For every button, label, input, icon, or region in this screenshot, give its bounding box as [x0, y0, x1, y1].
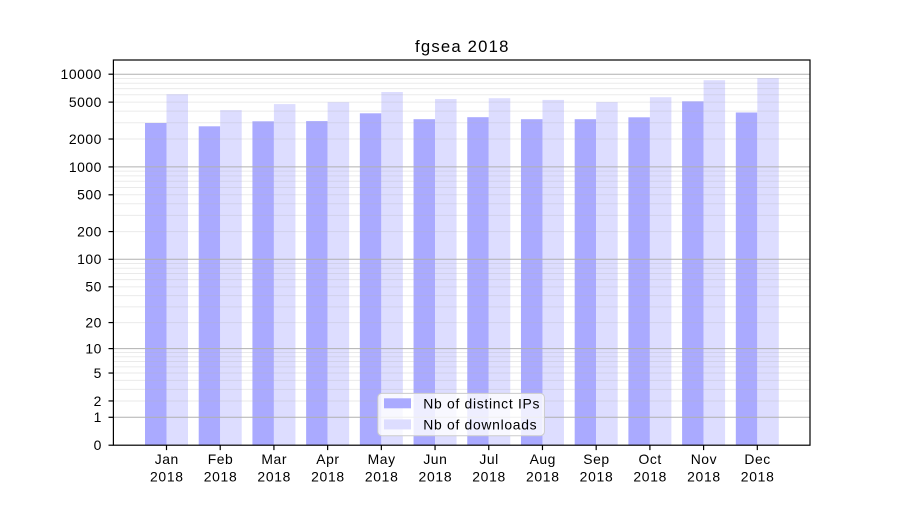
- svg-text:50: 50: [85, 279, 102, 295]
- svg-text:Jul: Jul: [479, 451, 498, 467]
- svg-text:1: 1: [94, 409, 102, 425]
- svg-text:10000: 10000: [61, 66, 102, 82]
- svg-text:fgsea 2018: fgsea 2018: [415, 37, 510, 56]
- svg-text:2018: 2018: [687, 469, 721, 485]
- svg-text:Nb of downloads: Nb of downloads: [423, 416, 537, 432]
- svg-text:2018: 2018: [633, 469, 667, 485]
- svg-text:5000: 5000: [69, 94, 102, 110]
- svg-text:500: 500: [77, 187, 102, 203]
- svg-text:Aug: Aug: [530, 451, 556, 467]
- svg-text:2018: 2018: [150, 469, 184, 485]
- svg-text:Feb: Feb: [208, 451, 234, 467]
- svg-text:Sep: Sep: [583, 451, 609, 467]
- svg-text:2018: 2018: [472, 469, 506, 485]
- svg-text:Jan: Jan: [155, 451, 179, 467]
- svg-text:200: 200: [77, 223, 102, 239]
- svg-text:2000: 2000: [69, 131, 102, 147]
- svg-text:Dec: Dec: [744, 451, 770, 467]
- svg-text:2018: 2018: [365, 469, 399, 485]
- svg-text:2018: 2018: [419, 469, 453, 485]
- svg-text:0: 0: [94, 437, 102, 453]
- svg-text:5: 5: [94, 365, 102, 381]
- svg-text:Apr: Apr: [316, 451, 339, 467]
- svg-text:2018: 2018: [204, 469, 238, 485]
- svg-text:2018: 2018: [257, 469, 291, 485]
- svg-text:Nov: Nov: [691, 451, 717, 467]
- svg-text:Jun: Jun: [423, 451, 447, 467]
- svg-text:1000: 1000: [69, 159, 102, 175]
- svg-text:May: May: [368, 451, 396, 467]
- svg-text:Mar: Mar: [261, 451, 287, 467]
- svg-text:20: 20: [85, 314, 102, 330]
- svg-text:2018: 2018: [741, 469, 775, 485]
- svg-text:2018: 2018: [311, 469, 345, 485]
- svg-text:Oct: Oct: [639, 451, 662, 467]
- svg-text:Nb of distinct IPs: Nb of distinct IPs: [423, 395, 540, 411]
- svg-text:2: 2: [94, 393, 102, 409]
- svg-text:2018: 2018: [526, 469, 560, 485]
- svg-text:2018: 2018: [580, 469, 614, 485]
- svg-text:10: 10: [85, 341, 102, 357]
- svg-text:100: 100: [77, 251, 102, 267]
